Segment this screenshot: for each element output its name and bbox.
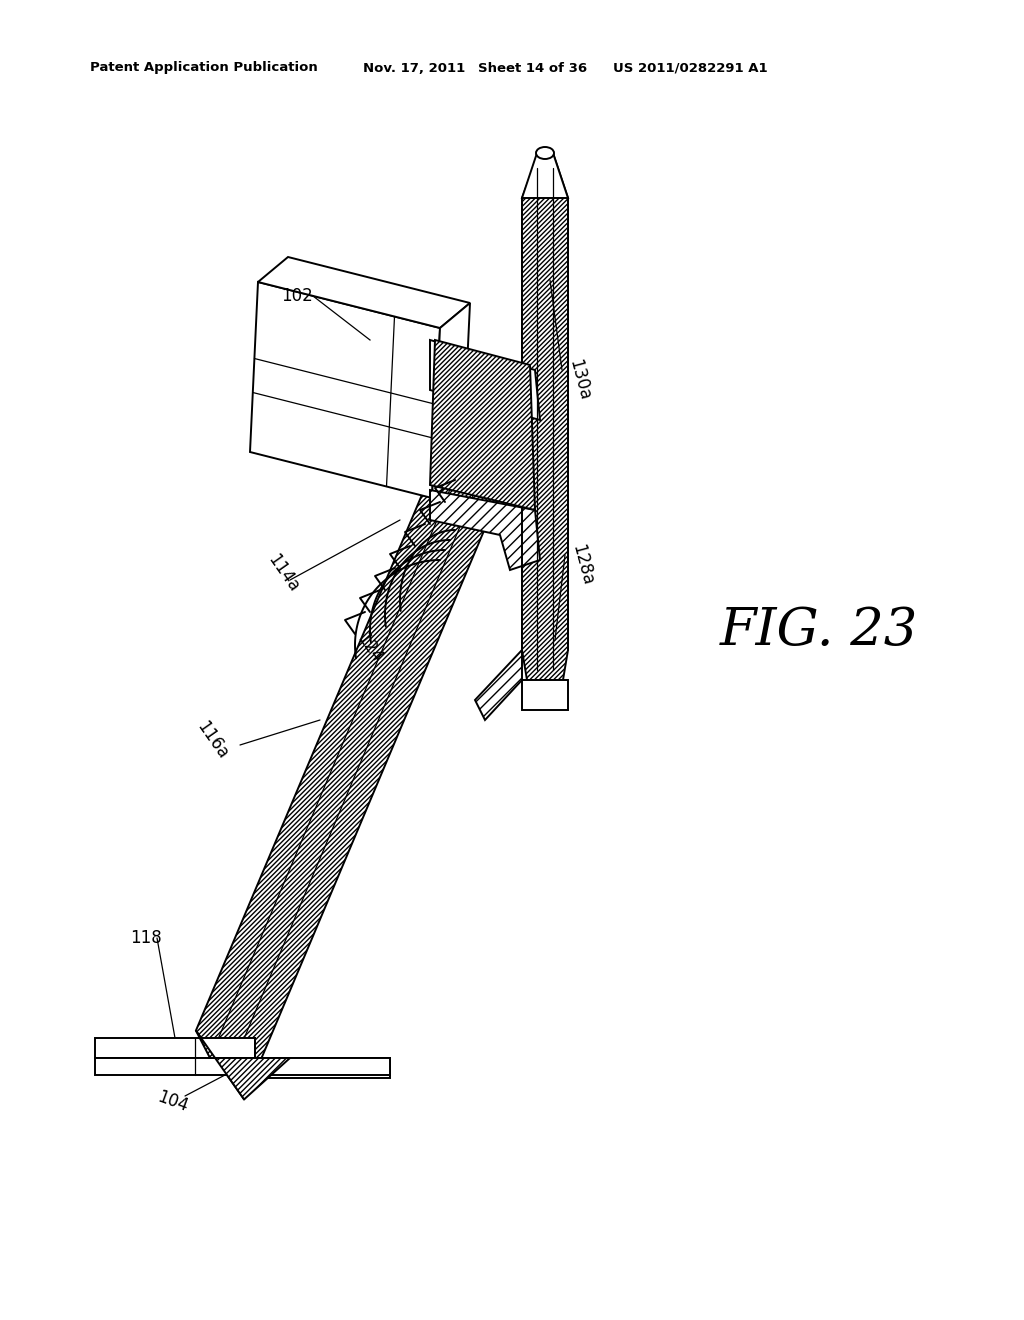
Text: 116a: 116a [193, 718, 231, 763]
Polygon shape [95, 1038, 255, 1059]
Polygon shape [430, 341, 535, 510]
Text: 102: 102 [282, 286, 313, 305]
Polygon shape [522, 153, 568, 198]
Polygon shape [258, 257, 470, 327]
Text: 104: 104 [155, 1088, 190, 1115]
Polygon shape [522, 153, 568, 680]
Text: 128a: 128a [568, 543, 596, 587]
Text: Nov. 17, 2011: Nov. 17, 2011 [362, 62, 465, 74]
Text: 130a: 130a [565, 358, 593, 403]
Polygon shape [196, 391, 514, 1100]
Polygon shape [430, 490, 540, 570]
Polygon shape [475, 649, 522, 719]
Text: 114a: 114a [264, 550, 303, 595]
Text: US 2011/0282291 A1: US 2011/0282291 A1 [613, 62, 768, 74]
Polygon shape [432, 304, 470, 498]
Text: Sheet 14 of 36: Sheet 14 of 36 [478, 62, 587, 74]
Polygon shape [255, 1059, 390, 1078]
Polygon shape [430, 341, 540, 420]
Polygon shape [196, 1031, 290, 1100]
Polygon shape [522, 680, 568, 710]
Ellipse shape [536, 147, 554, 158]
Text: FIG. 23: FIG. 23 [720, 605, 919, 656]
Text: 124: 124 [353, 630, 386, 667]
Polygon shape [250, 282, 440, 498]
Text: 118: 118 [130, 929, 162, 946]
Polygon shape [95, 1059, 390, 1074]
Text: Patent Application Publication: Patent Application Publication [90, 62, 317, 74]
